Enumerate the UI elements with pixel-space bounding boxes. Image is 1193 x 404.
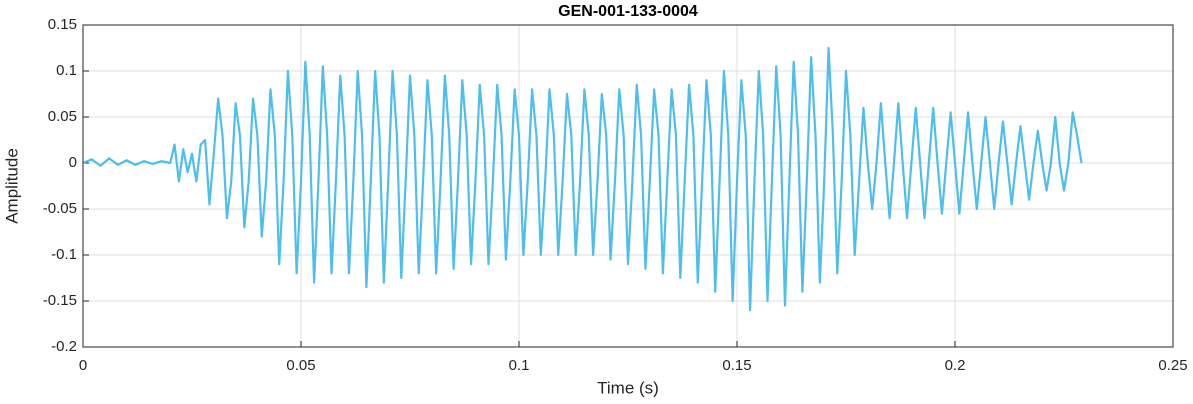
x-tick-label: 0.05	[286, 357, 315, 374]
y-axis-label: Amplitude	[2, 148, 21, 224]
y-tick-label: 0.1	[56, 62, 77, 79]
chart-title: GEN-001-133-0004	[558, 3, 698, 20]
y-tick-label: -0.2	[51, 338, 77, 355]
x-tick-label: 0	[79, 357, 87, 374]
x-tick-label: 0.25	[1158, 357, 1187, 374]
x-tick-label: 0.1	[509, 357, 530, 374]
y-tick-label: -0.15	[43, 292, 77, 309]
y-tick-label: -0.05	[43, 200, 77, 217]
x-tick-label: 0.2	[945, 357, 966, 374]
x-tick-label: 0.15	[722, 357, 751, 374]
x-axis-label: Time (s)	[597, 378, 659, 397]
y-tick-label: 0	[69, 154, 77, 171]
y-tick-label: 0.15	[48, 16, 77, 33]
plot	[82, 46, 1083, 312]
y-tick-label: 0.05	[48, 108, 77, 125]
waveform	[82, 46, 1083, 312]
axes-box	[82, 24, 1174, 348]
y-tick-label: -0.1	[51, 246, 77, 263]
